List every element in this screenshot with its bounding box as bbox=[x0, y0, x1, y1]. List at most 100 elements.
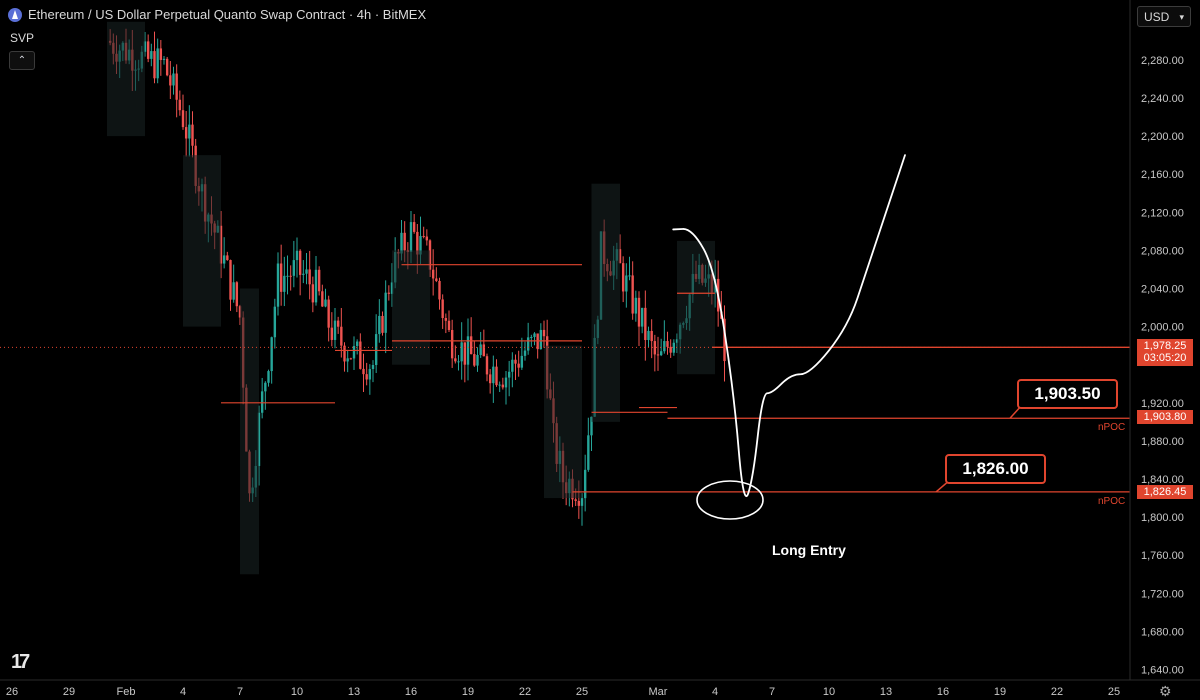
candle-body bbox=[321, 291, 324, 307]
x-tick-label: 25 bbox=[576, 686, 588, 698]
candle-body bbox=[425, 236, 429, 241]
candle-body bbox=[317, 269, 321, 292]
candle-body bbox=[469, 336, 473, 355]
candle-body bbox=[485, 356, 489, 375]
current-price-tag: 1,978.25 03:05:20 bbox=[1137, 339, 1193, 366]
candle-body bbox=[409, 222, 413, 253]
candle-body bbox=[340, 326, 343, 346]
y-tick-label: 2,120.00 bbox=[1141, 207, 1184, 219]
candle-body bbox=[359, 341, 362, 369]
y-tick-label: 2,200.00 bbox=[1141, 131, 1184, 143]
candle-body bbox=[343, 345, 346, 362]
x-tick-label: 26 bbox=[6, 686, 18, 698]
candle-body bbox=[444, 318, 448, 321]
candle-body bbox=[520, 355, 524, 368]
y-tick-label: 1,880.00 bbox=[1141, 436, 1184, 448]
candle-body bbox=[305, 269, 308, 274]
candle-body bbox=[526, 337, 530, 351]
candle-body bbox=[384, 292, 387, 333]
candle-body bbox=[625, 275, 628, 292]
candle-body bbox=[374, 334, 378, 366]
candle-body bbox=[419, 235, 422, 255]
x-tick-label: 22 bbox=[519, 686, 531, 698]
candle-body bbox=[580, 498, 584, 506]
candle-body bbox=[466, 336, 470, 365]
candle-body bbox=[362, 368, 365, 375]
x-tick-label: 4 bbox=[712, 686, 718, 698]
y-tick-label: 1,920.00 bbox=[1141, 398, 1184, 410]
x-tick-label: 7 bbox=[769, 686, 775, 698]
candle-body bbox=[378, 315, 381, 335]
collapse-indicators-button[interactable]: ⌃ bbox=[9, 51, 35, 70]
x-tick-label: 10 bbox=[823, 686, 835, 698]
x-tick-label: 16 bbox=[405, 686, 417, 698]
candle-body bbox=[146, 41, 150, 59]
candle-body bbox=[517, 363, 520, 368]
x-tick-label: 25 bbox=[1108, 686, 1120, 698]
candle-body bbox=[172, 73, 175, 86]
y-tick-label: 1,680.00 bbox=[1141, 626, 1184, 638]
y-tick-label: 2,160.00 bbox=[1141, 169, 1184, 181]
candle-body bbox=[371, 365, 375, 370]
gear-icon[interactable]: ⚙ bbox=[1159, 683, 1172, 699]
x-tick-label: 13 bbox=[880, 686, 892, 698]
candle-body bbox=[479, 344, 482, 355]
candle-body bbox=[644, 307, 647, 341]
candle-body bbox=[498, 384, 501, 386]
y-tick-label: 1,840.00 bbox=[1141, 474, 1184, 486]
candle-body bbox=[381, 315, 384, 333]
candle-body bbox=[162, 58, 166, 60]
candle-body bbox=[165, 58, 169, 76]
candle-body bbox=[324, 299, 327, 307]
chevron-down-icon: ▾ bbox=[1179, 12, 1184, 22]
npoc-label: nPOC bbox=[1098, 496, 1126, 507]
candle-body bbox=[235, 282, 239, 307]
candle-body bbox=[267, 371, 270, 383]
long-entry-annotation: Long Entry bbox=[772, 542, 846, 558]
candle-body bbox=[232, 282, 235, 300]
projection-path bbox=[672, 154, 906, 497]
candle-body bbox=[264, 382, 267, 392]
candle-body bbox=[492, 366, 495, 384]
candle-body bbox=[298, 250, 302, 275]
candle-body bbox=[438, 280, 441, 300]
bar-countdown: 03:05:20 bbox=[1143, 352, 1187, 364]
y-tick-label: 1,800.00 bbox=[1141, 512, 1184, 524]
candle-body bbox=[327, 299, 330, 328]
candle-body bbox=[302, 273, 305, 275]
ethereum-icon bbox=[8, 7, 22, 22]
candle-body bbox=[640, 307, 644, 327]
volume-profile-block bbox=[240, 288, 259, 575]
tradingview-logo[interactable]: 17 bbox=[11, 651, 30, 673]
candle-body bbox=[590, 416, 593, 436]
x-tick-label: Mar bbox=[649, 686, 668, 698]
y-tick-label: 2,080.00 bbox=[1141, 245, 1184, 257]
indicator-label[interactable]: SVP bbox=[10, 31, 35, 45]
candle-body bbox=[292, 260, 296, 276]
candle-body bbox=[289, 275, 292, 277]
candle-body bbox=[473, 354, 476, 366]
currency-select[interactable]: USD ▾ bbox=[1137, 6, 1191, 27]
candle-body bbox=[650, 330, 653, 342]
candle-body bbox=[663, 341, 666, 352]
y-tick-label: 1,720.00 bbox=[1141, 588, 1184, 600]
candle-body bbox=[153, 51, 156, 79]
level-price-value: 1,826.45 bbox=[1143, 486, 1187, 498]
candle-body bbox=[368, 369, 372, 380]
candle-body bbox=[416, 231, 419, 255]
entry-circle bbox=[696, 480, 764, 520]
candle-body bbox=[226, 255, 229, 261]
x-tick-label: 13 bbox=[348, 686, 360, 698]
candle-body bbox=[514, 359, 517, 364]
npoc-label: nPOC bbox=[1098, 422, 1126, 433]
candle-body bbox=[283, 275, 286, 292]
candle-body bbox=[533, 333, 536, 337]
candle-body bbox=[656, 354, 660, 356]
currency-label: USD bbox=[1144, 10, 1170, 24]
candle-body bbox=[577, 500, 581, 506]
candle-body bbox=[507, 371, 511, 378]
candle-body bbox=[184, 127, 188, 139]
candle-body bbox=[156, 48, 159, 79]
candle-body bbox=[311, 284, 315, 303]
